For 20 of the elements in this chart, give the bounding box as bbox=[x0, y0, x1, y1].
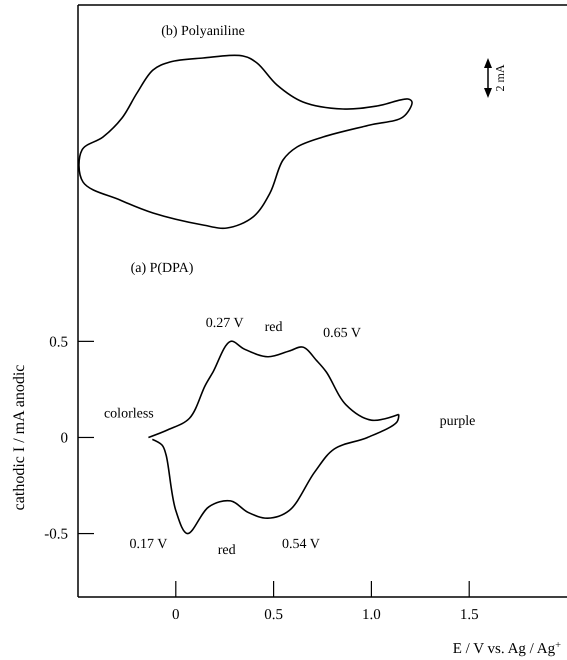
y-tick-label: -0.5 bbox=[44, 526, 68, 543]
x-tick-label: 1.5 bbox=[460, 607, 479, 623]
text: (a) P(DPA) bbox=[130, 261, 194, 276]
y-tick-label: 0 bbox=[60, 430, 68, 446]
y-axis-title: cathodic I / mA anodic bbox=[11, 364, 28, 510]
y-tick-label: 0.5 bbox=[49, 334, 68, 350]
x-tick-label: 1.0 bbox=[362, 607, 381, 623]
annotation: colorless bbox=[104, 406, 154, 422]
annotation: red bbox=[264, 320, 283, 335]
annotation: 0.27 V bbox=[206, 316, 244, 332]
annotation: purple bbox=[440, 414, 476, 430]
annotation: red bbox=[218, 542, 236, 558]
annotation: 0.65 V bbox=[323, 326, 361, 341]
annotation: 0.17 V bbox=[129, 537, 168, 552]
x-tick-label: 0 bbox=[172, 607, 180, 623]
text: (b) Polyaniline bbox=[161, 24, 245, 39]
annotation: 0.54 V bbox=[282, 537, 320, 552]
x-axis-title: E / V vs. Ag / Ag$^{+}$ bbox=[452, 640, 562, 657]
x-tick-label: 0.5 bbox=[264, 607, 283, 623]
annotation: 2 mA bbox=[493, 64, 507, 92]
